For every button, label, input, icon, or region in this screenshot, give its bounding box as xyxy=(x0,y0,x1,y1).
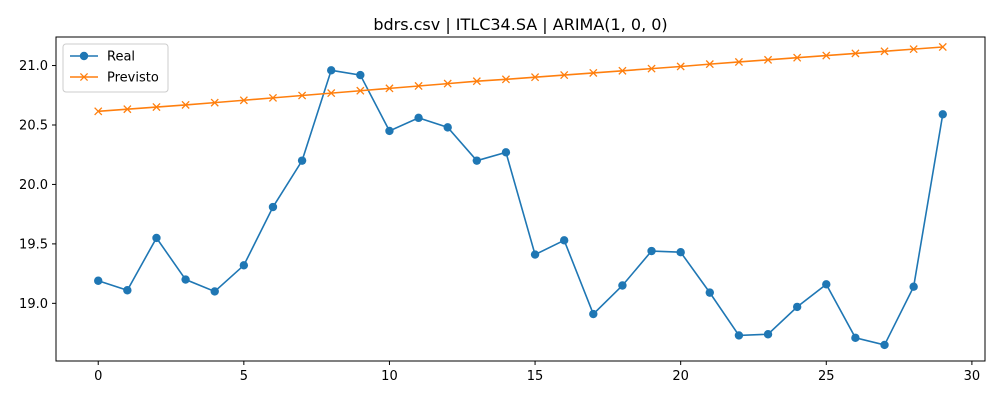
data-point-previsto xyxy=(705,60,714,69)
data-point-previsto xyxy=(822,51,831,60)
x-tick-label: 10 xyxy=(381,369,398,384)
data-point-real xyxy=(501,148,511,157)
data-point-real xyxy=(94,276,103,285)
x-tick-label: 0 xyxy=(94,369,102,384)
y-tick-label: 21.0 xyxy=(19,59,48,74)
data-point-real xyxy=(472,156,482,165)
y-tick-label: 20.0 xyxy=(19,178,48,193)
data-point-real xyxy=(909,282,918,291)
data-point-real xyxy=(705,288,714,297)
data-point-real xyxy=(385,126,394,136)
data-point-previsto xyxy=(734,57,743,67)
data-point-previsto xyxy=(210,98,219,107)
data-point-real xyxy=(123,286,132,295)
legend-label-real: Real xyxy=(107,50,135,65)
data-point-real xyxy=(414,113,423,123)
plot-frame xyxy=(55,36,986,362)
data-point-previsto xyxy=(443,79,452,88)
data-point-real xyxy=(559,236,569,245)
data-point-real xyxy=(589,309,598,319)
data-point-real xyxy=(734,331,744,340)
data-point-previsto xyxy=(327,89,336,98)
data-point-previsto xyxy=(472,77,481,86)
data-point-previsto xyxy=(152,102,161,112)
data-point-real xyxy=(792,302,802,312)
data-point-previsto xyxy=(531,73,540,82)
x-tick-label: 20 xyxy=(672,369,689,384)
series-line-real xyxy=(97,69,944,346)
data-point-real xyxy=(530,250,540,259)
data-point-previsto xyxy=(298,91,307,100)
data-point-previsto xyxy=(676,62,685,71)
y-tick-label: 19.0 xyxy=(19,297,48,312)
data-point-real xyxy=(181,275,190,284)
legend: Real Previsto xyxy=(62,43,169,93)
data-point-previsto xyxy=(589,68,598,77)
data-point-real xyxy=(763,330,773,339)
data-point-previsto xyxy=(268,93,278,102)
data-point-previsto xyxy=(938,42,947,52)
data-point-real xyxy=(676,248,685,257)
legend-marker-previsto xyxy=(79,72,89,82)
x-tick-label: 30 xyxy=(964,369,981,384)
data-point-previsto xyxy=(880,47,889,56)
plot-area xyxy=(94,42,947,350)
data-point-real xyxy=(152,233,161,243)
y-tick-label: 20.5 xyxy=(19,118,48,133)
data-point-previsto xyxy=(647,64,656,73)
data-point-real xyxy=(239,261,249,270)
data-point-real xyxy=(443,123,452,132)
data-point-previsto xyxy=(909,45,918,54)
legend-label-previsto: Previsto xyxy=(107,71,159,86)
data-point-real xyxy=(356,70,365,80)
data-point-real xyxy=(880,340,889,350)
x-axis: 0 5 10 15 20 25 30 xyxy=(94,361,980,384)
y-axis: 19.0 19.5 20.0 20.5 21.0 xyxy=(19,59,56,312)
legend-marker-real xyxy=(79,51,89,61)
data-point-real xyxy=(327,66,336,75)
data-point-previsto xyxy=(414,81,423,91)
data-point-real xyxy=(210,287,219,296)
data-point-previsto xyxy=(356,86,365,95)
data-point-previsto xyxy=(94,107,103,116)
x-tick-label: 5 xyxy=(240,369,248,384)
data-point-real xyxy=(938,110,947,119)
data-point-previsto xyxy=(181,100,190,109)
series-line-previsto xyxy=(98,46,943,113)
data-point-real xyxy=(647,246,656,256)
data-point-previsto xyxy=(239,96,248,105)
data-point-real xyxy=(822,280,831,289)
data-point-real xyxy=(297,156,307,165)
data-point-previsto xyxy=(763,55,773,64)
data-point-previsto xyxy=(501,75,510,84)
data-point-previsto xyxy=(123,105,132,114)
data-point-real xyxy=(618,281,627,290)
x-tick-label: 15 xyxy=(527,369,544,384)
data-point-real xyxy=(268,202,278,212)
data-point-previsto xyxy=(618,66,627,75)
chart-title: bdrs.csv | ITLC34.SA | ARIMA(1, 0, 0) xyxy=(373,15,667,34)
data-point-real xyxy=(851,333,860,343)
data-point-previsto xyxy=(560,70,569,80)
x-tick-label: 25 xyxy=(818,369,835,384)
data-point-previsto xyxy=(385,84,394,93)
data-point-previsto xyxy=(851,49,860,58)
y-tick-label: 19.5 xyxy=(19,237,48,252)
data-point-previsto xyxy=(793,53,802,62)
